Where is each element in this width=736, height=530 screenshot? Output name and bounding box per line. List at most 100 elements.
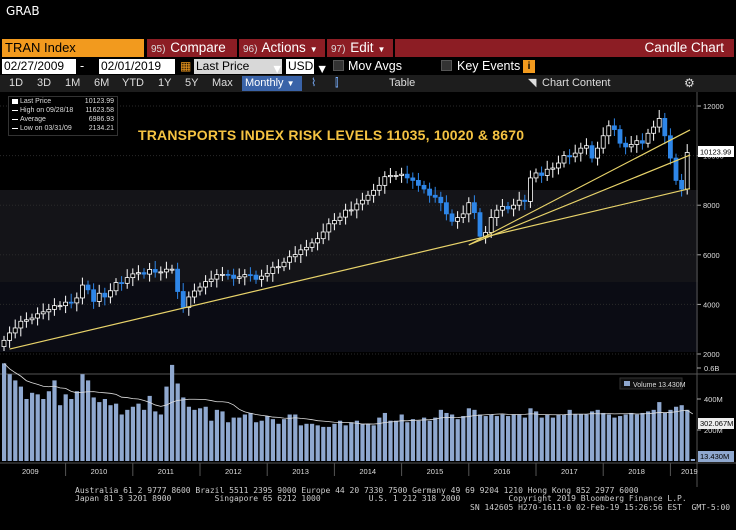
volume-bar bbox=[209, 420, 214, 461]
volume-bar bbox=[377, 417, 382, 461]
volume-bar bbox=[63, 394, 68, 461]
actions-button[interactable]: 96) Actions ▼ bbox=[239, 39, 325, 57]
edit-button[interactable]: 97) Edit ▼ bbox=[327, 39, 393, 57]
volume-bar bbox=[573, 414, 578, 461]
volume-bar bbox=[455, 419, 460, 461]
chart-content-button[interactable]: Chart Content bbox=[542, 77, 611, 89]
chevron-down-icon: ▼ bbox=[309, 45, 318, 54]
candle-body bbox=[668, 135, 673, 159]
info-icon[interactable]: i bbox=[523, 60, 535, 73]
candle-body bbox=[684, 152, 690, 190]
mov-avgs-checkbox[interactable] bbox=[333, 60, 344, 71]
table-button[interactable]: Table bbox=[389, 77, 416, 89]
candle-body bbox=[135, 272, 141, 275]
volume-bar bbox=[578, 414, 583, 461]
volume-tick-label: 400M bbox=[704, 395, 723, 404]
candle-body bbox=[438, 196, 444, 204]
period-ytd[interactable]: YTD bbox=[122, 77, 144, 89]
volume-bar bbox=[657, 402, 662, 461]
legend-swatch bbox=[12, 99, 18, 104]
line-chart-icon[interactable]: ⌇ bbox=[311, 77, 317, 89]
period-6m[interactable]: 6M bbox=[94, 77, 110, 89]
chevron-down-icon: ▼ bbox=[271, 62, 284, 76]
end-date-field[interactable]: 02/01/2019 bbox=[99, 59, 175, 74]
volume-bar bbox=[80, 374, 85, 461]
candle-body bbox=[23, 319, 29, 322]
key-events-checkbox[interactable] bbox=[441, 60, 452, 71]
year-label: 2009 bbox=[22, 467, 39, 476]
period-3d[interactable]: 3D bbox=[37, 77, 52, 89]
volume-bar bbox=[248, 412, 253, 461]
chart-type-button[interactable]: Candle Chart bbox=[395, 39, 734, 57]
legend-row: Low on 03/31/09 2134.21 bbox=[9, 124, 117, 133]
gear-icon[interactable]: ⚙ bbox=[684, 76, 695, 90]
volume-average-tag-text: 302.067M bbox=[700, 419, 733, 428]
volume-bar bbox=[125, 409, 130, 461]
candle-chart-icon[interactable]: ⫿ bbox=[335, 77, 339, 89]
candle-body bbox=[617, 129, 623, 144]
legend-value: 10123.99 bbox=[84, 98, 114, 105]
legend-row: Last Price 10123.99 bbox=[9, 97, 117, 106]
candle-body bbox=[91, 289, 96, 302]
volume-bar bbox=[226, 422, 231, 461]
volume-bar bbox=[674, 406, 679, 461]
volume-legend-box bbox=[619, 377, 683, 390]
candle-body bbox=[326, 223, 332, 233]
period-1m[interactable]: 1M bbox=[65, 77, 81, 89]
volume-bar bbox=[595, 409, 600, 461]
candle-body bbox=[35, 313, 40, 319]
volume-bar bbox=[130, 406, 135, 461]
volume-bar bbox=[315, 425, 320, 461]
mov-avgs-label: Mov Avgs bbox=[348, 59, 402, 73]
volume-bar bbox=[483, 416, 488, 461]
price-field-select[interactable]: Last Price bbox=[194, 59, 282, 74]
candle-body bbox=[432, 194, 438, 198]
volume-bar bbox=[2, 363, 7, 461]
candle-body bbox=[315, 238, 321, 244]
frequency-select[interactable]: Monthly ▼ bbox=[242, 76, 302, 91]
volume-bar bbox=[528, 408, 533, 461]
volume-bar bbox=[690, 458, 695, 461]
candle-body bbox=[337, 216, 343, 221]
price-tick-label: 6000 bbox=[703, 251, 720, 260]
candle-body bbox=[141, 272, 147, 275]
candle-body bbox=[471, 202, 477, 214]
volume-bar bbox=[298, 425, 303, 461]
volume-bar bbox=[416, 420, 421, 461]
start-date-field[interactable]: 02/27/2009 bbox=[2, 59, 76, 74]
chart-band bbox=[0, 190, 698, 282]
volume-bar bbox=[567, 409, 572, 461]
candle-body bbox=[399, 173, 405, 176]
year-label: 2019 bbox=[681, 467, 698, 476]
volume-bar bbox=[147, 395, 152, 461]
compare-button[interactable]: 95) Compare bbox=[147, 39, 237, 57]
volume-bar bbox=[539, 417, 544, 461]
candle-body bbox=[488, 217, 494, 233]
volume-bar bbox=[382, 412, 387, 461]
candle-body bbox=[415, 180, 421, 186]
price-chart[interactable]: 20004000600080001000012000 0.6B400M200M … bbox=[0, 92, 736, 487]
date-separator: - bbox=[80, 59, 85, 73]
chart-content-icon[interactable]: ◥ bbox=[528, 77, 537, 89]
currency-select[interactable]: USD bbox=[286, 59, 314, 74]
volume-bar bbox=[102, 399, 107, 461]
period-max[interactable]: Max bbox=[212, 77, 233, 89]
volume-bar bbox=[242, 414, 247, 461]
volume-layer bbox=[2, 363, 695, 461]
period-1d[interactable]: 1D bbox=[9, 77, 24, 89]
year-label: 2013 bbox=[292, 467, 309, 476]
volume-bar bbox=[556, 414, 561, 461]
volume-bar bbox=[18, 386, 23, 461]
ticker-field[interactable]: TRAN Index bbox=[2, 39, 144, 57]
volume-bar bbox=[170, 364, 175, 461]
year-label: 2012 bbox=[225, 467, 242, 476]
calendar-icon[interactable]: ▦ bbox=[180, 59, 192, 73]
period-5y[interactable]: 5Y bbox=[185, 77, 199, 89]
price-tick-label: 4000 bbox=[703, 300, 720, 309]
candle-body bbox=[606, 125, 612, 137]
period-1y[interactable]: 1Y bbox=[158, 77, 172, 89]
candle-body bbox=[427, 188, 433, 196]
volume-bar bbox=[606, 414, 611, 461]
volume-bar bbox=[91, 397, 96, 461]
candle-body bbox=[264, 272, 270, 277]
